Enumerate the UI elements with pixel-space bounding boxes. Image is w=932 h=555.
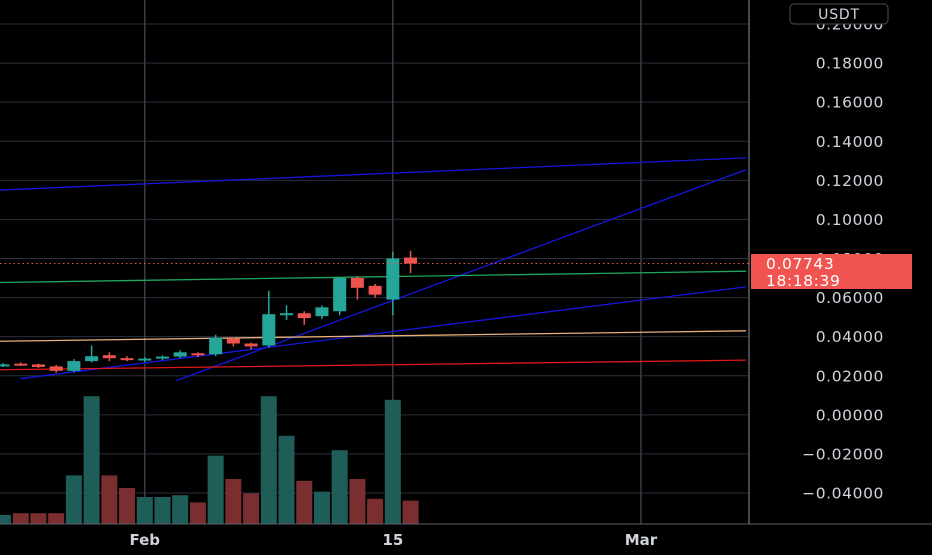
candle [351,276,364,299]
candle-body [156,357,169,359]
candle [85,345,98,362]
candle [138,357,151,362]
volume-bar [172,495,188,524]
volume-bar [13,513,29,524]
last-price-value: 0.07743 [766,255,834,273]
volume-bar [261,396,277,524]
time-axis-label: Mar [625,531,658,549]
candle [369,284,382,298]
price-axis-label: 0.02000 [816,367,884,385]
volume-bar [119,488,135,524]
volume-bar [0,515,11,524]
volume-bar [332,450,348,524]
trend-lines-layer [0,158,746,381]
time-axis-label: Feb [129,531,160,549]
volume-bar [314,492,330,524]
volume-bar [66,475,82,524]
candle-body [50,366,63,370]
candle [280,305,293,320]
countdown-badge: 18:18:39 [751,271,912,290]
volume-layer [0,396,419,524]
candle-body [262,314,275,345]
candle-body [0,364,10,366]
candle [156,355,169,360]
candle-body [351,278,364,288]
volume-bar [208,456,224,524]
volume-bar [349,479,365,524]
candle-body [298,313,311,318]
candle-body [14,364,27,366]
candle [103,352,116,361]
candle-body [67,361,80,371]
candle-body [103,355,116,358]
volume-bar [225,479,241,524]
candle-body [209,338,222,355]
candle [32,364,45,368]
candle-body [85,356,98,361]
candle [298,311,311,325]
trend-line-upper [0,158,746,197]
candle [404,251,417,273]
candle-body [280,313,293,315]
volume-bar [84,396,100,524]
price-axis-label: −0.02000 [802,445,884,463]
candle [262,291,275,348]
price-axis-label: 0.04000 [816,328,884,346]
price-axis-label: 0.18000 [816,55,884,73]
volume-bar [48,513,64,524]
candle [209,335,222,356]
volume-bar [101,475,117,524]
candle [0,363,10,367]
candle [315,305,328,319]
grid-layer [0,0,749,524]
candle-body [369,286,382,295]
candle [50,365,63,373]
candle-body [245,344,258,347]
volume-bar [296,481,312,524]
time-axis-label: 15 [382,531,403,549]
countdown-value: 18:18:39 [766,272,840,290]
volume-bar [367,499,383,524]
candle [174,350,187,358]
price-axis-label: 0.10000 [816,211,884,229]
candle-body [333,278,346,311]
volume-bar [385,400,401,524]
trend-line-red [0,360,746,372]
candle [386,252,399,316]
currency-button[interactable]: USDT [790,4,888,24]
price-axis-label: 0.00000 [816,406,884,424]
volume-bar [243,493,259,524]
candle-body [227,339,240,344]
volume-bar [279,436,295,524]
volume-bar [403,501,419,524]
volume-bar [137,497,153,524]
volume-bar [30,513,46,524]
candle-body [121,358,134,360]
candle-body [174,352,187,356]
candle-body [315,307,328,316]
price-axis-label: 0.06000 [816,289,884,307]
currency-button-label: USDT [818,7,860,23]
candle-body [138,359,151,361]
price-axis-label: −0.04000 [802,485,884,503]
candle [227,338,240,347]
candle-body [386,259,399,300]
candle [333,277,346,315]
candle [67,359,80,372]
last-price-badge: 0.07743 [751,254,912,273]
candle-body [404,258,417,264]
volume-bar [154,497,170,524]
time-axis-labels: Feb 15 Mar [129,531,657,549]
price-axis-label: 0.16000 [816,94,884,112]
price-axis-label: 0.12000 [816,172,884,190]
price-axis-label: 0.14000 [816,133,884,151]
volume-bar [190,502,206,524]
candle [121,356,134,361]
candle-body [32,364,45,367]
candle [14,362,27,366]
candle-body [191,353,204,355]
trend-line-green [0,271,746,285]
